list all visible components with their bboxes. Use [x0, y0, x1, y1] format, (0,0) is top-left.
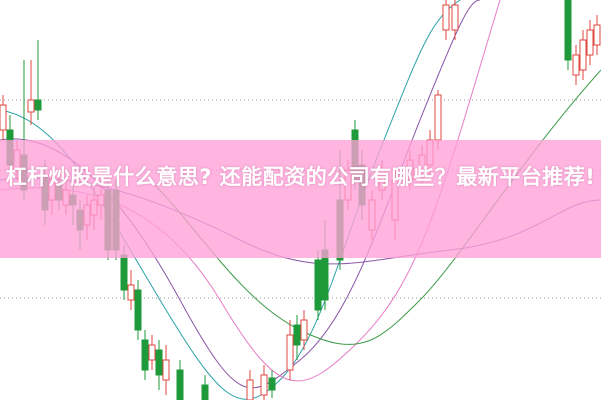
candle-body [201, 384, 209, 400]
candle-body [286, 334, 294, 371]
candle-body [586, 29, 594, 56]
candle-body [434, 94, 442, 141]
candle-body [148, 344, 156, 361]
candle-body [134, 289, 142, 331]
candle-body [155, 349, 163, 376]
candle-body [162, 359, 170, 381]
candle-body [260, 374, 268, 396]
candle-body [579, 39, 587, 71]
candle-body [300, 319, 308, 341]
candle-body [246, 379, 254, 400]
candle-body [593, 24, 601, 46]
candle-body [293, 324, 301, 346]
candle-body [442, 4, 450, 31]
candle-body [572, 54, 580, 76]
title-banner [0, 140, 601, 258]
candle-body [141, 339, 149, 371]
candle-body [120, 254, 128, 291]
candle-body [314, 259, 322, 311]
candle-body [564, 0, 572, 61]
candle-body [127, 284, 135, 301]
candle-body [34, 99, 42, 111]
candle-body [27, 99, 35, 113]
candle-body [268, 377, 276, 391]
candle-body [176, 369, 184, 400]
candle-body [451, 4, 459, 31]
article-title: 杠杆炒股是什么意思? 还能配资的公司有哪些？最新平台推荐! [5, 165, 596, 189]
candle-body [0, 104, 7, 131]
